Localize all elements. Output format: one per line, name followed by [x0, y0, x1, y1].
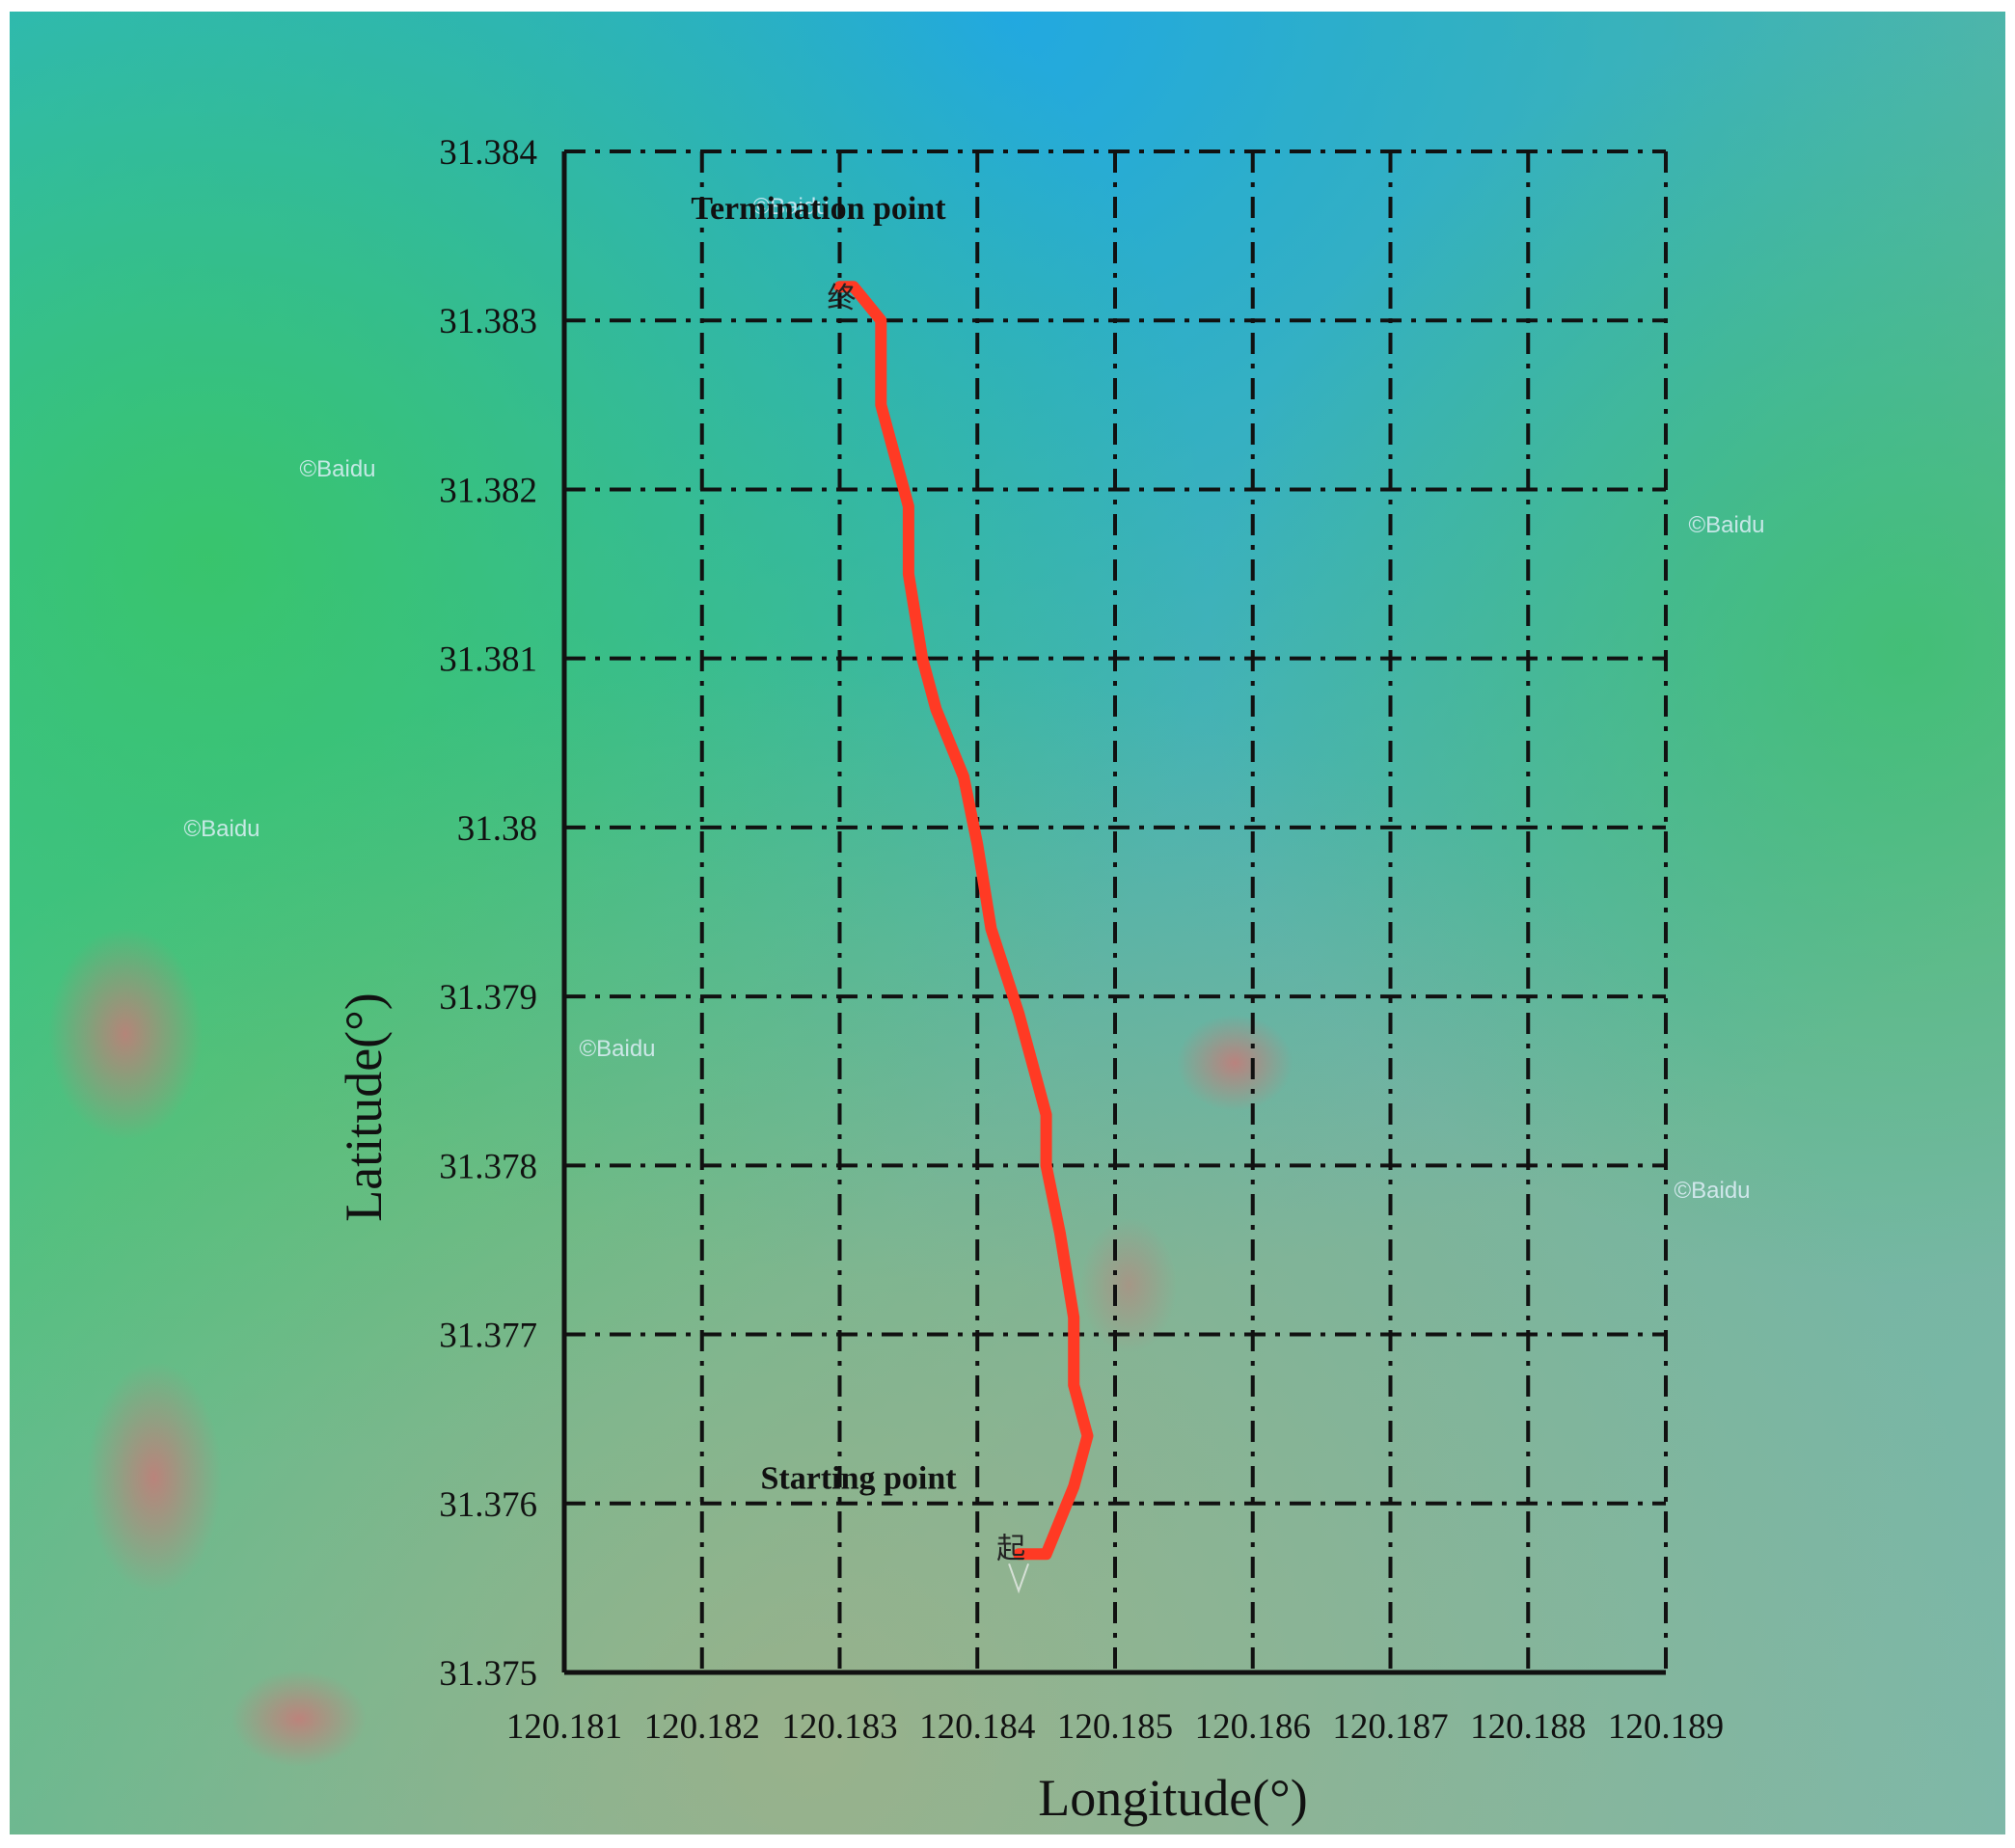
- endpoint-markers: 终起: [828, 282, 1030, 1594]
- y-tick-label: 31.384: [439, 133, 537, 173]
- x-tick-label: 120.184: [919, 1707, 1035, 1747]
- baidu-watermarks: ©Baidu ©Baidu ©Baidu ©Baidu ©Baidu ©Baidu: [183, 194, 1764, 1204]
- x-tick-label: 120.187: [1332, 1707, 1448, 1747]
- satellite-background: [10, 12, 2005, 1834]
- baidu-watermark: ©Baidu: [299, 456, 375, 482]
- y-tick-label: 31.375: [439, 1654, 537, 1694]
- x-axis-label: Longitude(°): [1038, 1769, 1308, 1827]
- y-tick-label: 31.382: [439, 471, 537, 510]
- baidu-watermark: ©Baidu: [1674, 1178, 1750, 1204]
- starting-point-label: Starting point: [761, 1460, 958, 1496]
- x-tick-label: 120.186: [1195, 1707, 1311, 1747]
- baidu-watermark: ©Baidu: [1688, 512, 1764, 538]
- y-tick-label: 31.383: [439, 302, 537, 341]
- annotations: Termination point Starting point: [691, 191, 957, 1496]
- x-tick-label: 120.188: [1470, 1707, 1586, 1747]
- x-tick-label: 120.189: [1608, 1707, 1724, 1747]
- y-tick-labels: 31.375 31.376 31.377 31.378 31.379 31.38 31.38…: [439, 133, 537, 1694]
- y-tick-label: 31.376: [439, 1485, 537, 1525]
- baidu-watermark: ©Baidu: [579, 1036, 655, 1062]
- y-tick-label: 31.381: [439, 640, 537, 680]
- y-tick-label: 31.38: [457, 809, 537, 849]
- x-tick-labels: 120.181 120.182 120.183 120.184 120.185 120.1…: [506, 1707, 1724, 1747]
- x-tick-label: 120.181: [506, 1707, 622, 1747]
- x-tick-label: 120.185: [1057, 1707, 1173, 1747]
- x-tick-label: 120.183: [781, 1707, 897, 1747]
- x-tick-label: 120.182: [644, 1707, 760, 1747]
- end-marker-icon: 终: [828, 282, 857, 315]
- y-axis-label: Latitude(°): [335, 992, 393, 1222]
- termination-point-label: Termination point: [691, 191, 946, 227]
- start-marker-icon: 起: [996, 1532, 1025, 1565]
- map-figure: ©Baidu ©Baidu ©Baidu ©Baidu ©Baidu ©Baidu 120…: [10, 12, 2005, 1834]
- trajectory-line: [833, 281, 1094, 1561]
- y-tick-label: 31.378: [439, 1147, 537, 1186]
- start-pin-icon: [1008, 1563, 1030, 1594]
- trajectory-layer: [833, 281, 1094, 1561]
- grid-lines: [564, 149, 1668, 1672]
- baidu-watermark: ©Baidu: [752, 194, 829, 220]
- trajectory-map: ©Baidu ©Baidu ©Baidu ©Baidu ©Baidu ©Baidu 120…: [10, 12, 2005, 1834]
- axes: [561, 151, 1666, 1675]
- y-tick-label: 31.379: [439, 978, 537, 1018]
- baidu-watermark: ©Baidu: [183, 816, 259, 842]
- y-tick-label: 31.377: [439, 1317, 537, 1356]
